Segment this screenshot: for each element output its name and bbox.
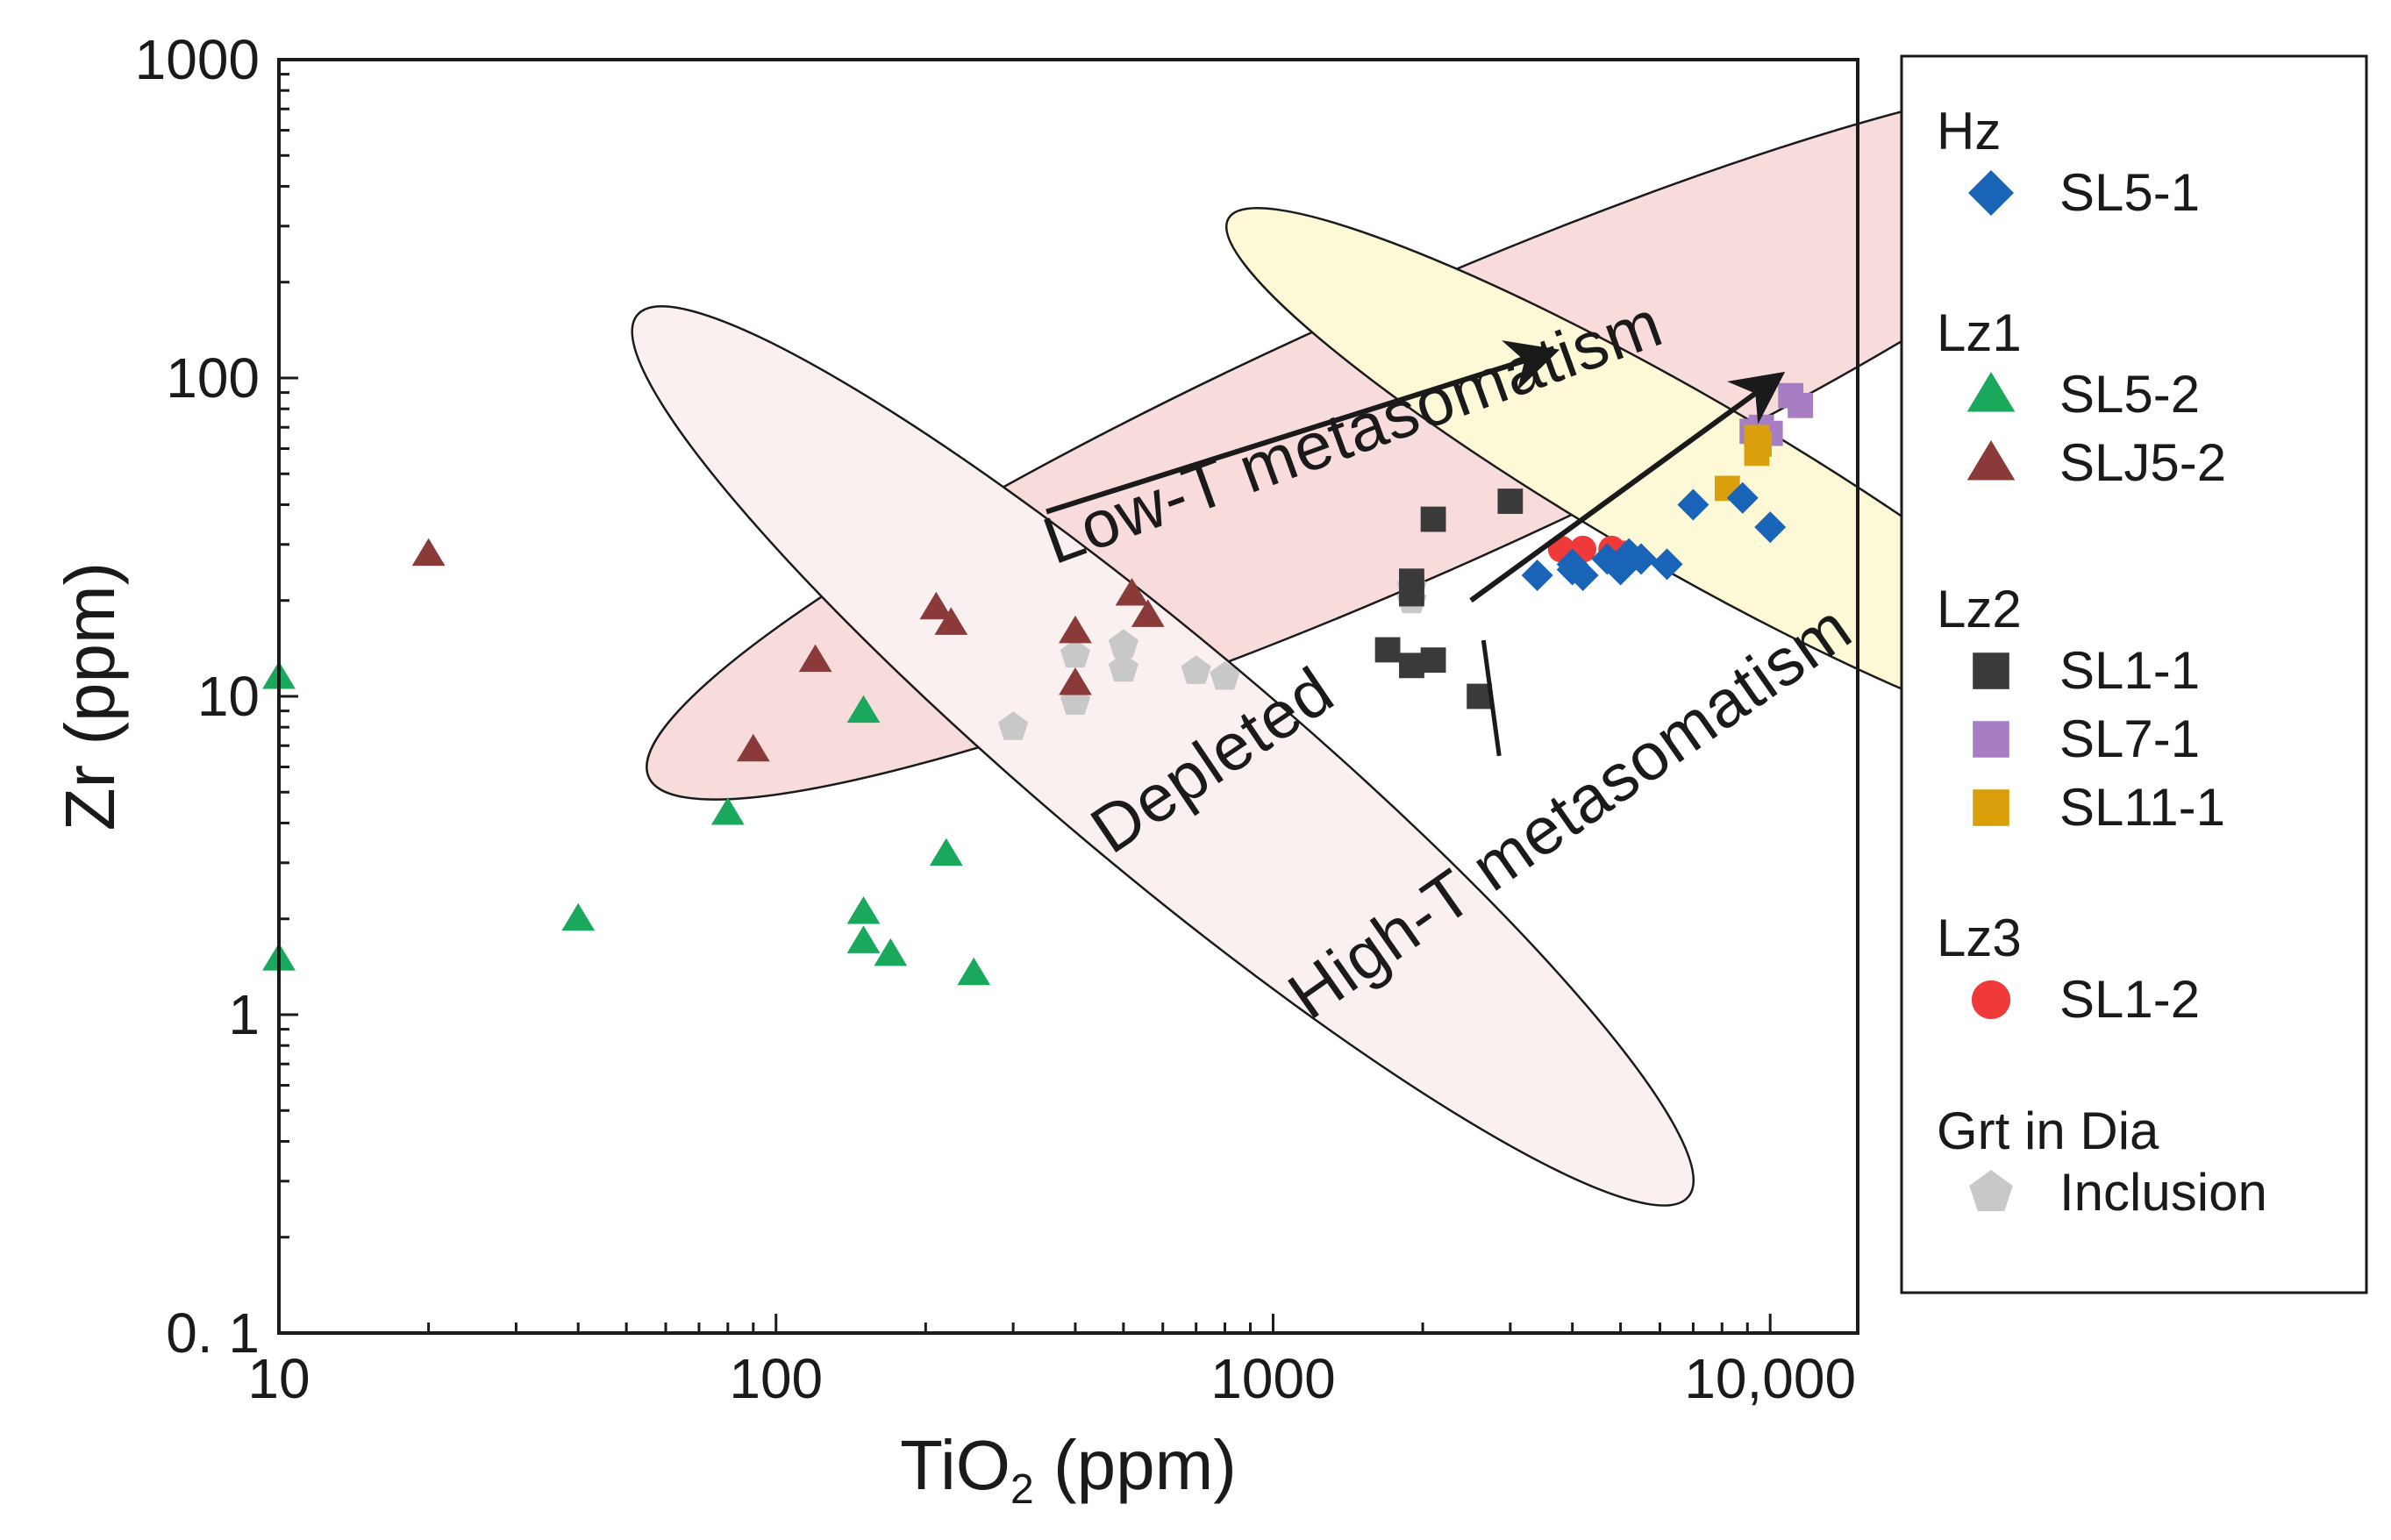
data-point: [957, 957, 991, 986]
x-axis-label: TiO2 (ppm): [900, 1426, 1237, 1513]
legend-entry-label: SL11-1: [2059, 778, 2225, 837]
y-tick-label: 100: [166, 346, 260, 410]
legend-entry-label: SLJ5-2: [2059, 433, 2226, 492]
data-point: [1060, 638, 1091, 668]
data-point: [1059, 667, 1092, 695]
legend-entry-label: SL5-2: [2059, 365, 2200, 424]
data-point: [1108, 652, 1138, 682]
data-point: [846, 695, 881, 724]
legend-entry-label: SL5-1: [2059, 163, 2200, 222]
y-tick-label: 1000: [135, 28, 260, 91]
data-point: [1788, 392, 1814, 418]
legend-entry-label: SL1-2: [2059, 970, 2200, 1029]
x-axis-label-subscript: 2: [1010, 1466, 1034, 1513]
data-point: [846, 896, 881, 924]
legend-marker: [1969, 1170, 2013, 1212]
legend-marker: [1973, 721, 2009, 758]
data-point: [1131, 599, 1165, 627]
x-axis-label-unit: (ppm): [1034, 1426, 1237, 1504]
data-point: [1613, 538, 1645, 570]
y-axis-label: Zr (ppm): [51, 562, 129, 831]
data-point: [1059, 615, 1092, 644]
x-tick-label: 10: [247, 1347, 310, 1410]
data-point: [1374, 637, 1401, 663]
x-tick-label: 1000: [1210, 1347, 1335, 1410]
data-point: [934, 607, 968, 635]
x-tick-label: 10,000: [1684, 1347, 1856, 1410]
data-point: [1556, 553, 1588, 586]
data-point: [846, 925, 881, 953]
data-point: [998, 711, 1029, 740]
data-point: [1754, 511, 1787, 544]
low-t-trend-arrow: [1046, 340, 1560, 515]
data-point: [1726, 481, 1759, 514]
data-point: [874, 938, 908, 966]
legend-entry-label: SL7-1: [2059, 709, 2200, 768]
data-point: [561, 902, 596, 931]
x-axis-label-main: TiO: [900, 1426, 1010, 1504]
data-point: [1181, 655, 1211, 684]
legend-group-label: Lz3: [1937, 909, 2022, 967]
y-tick-label: 1: [228, 983, 260, 1046]
data-point: [1746, 431, 1772, 457]
data-point: [736, 733, 770, 762]
legend-marker: [1973, 652, 2009, 689]
depleted-field: [631, 305, 1695, 1207]
data-point: [1497, 488, 1524, 514]
data-point: [1651, 548, 1683, 581]
legend-group-label: Lz2: [1937, 580, 2022, 638]
legend-group-label: Grt in Dia: [1937, 1102, 2159, 1160]
legend-marker: [1973, 789, 2009, 826]
x-tick-label: 100: [729, 1347, 823, 1410]
legend-marker: [1971, 980, 2011, 1020]
data-point: [929, 838, 963, 866]
series-sl5-1: [1521, 481, 1787, 591]
high-t-label-leader: [1481, 639, 1502, 757]
legend-entry-label: SL1-1: [2059, 641, 2200, 700]
data-point: [1420, 647, 1446, 674]
legend-group-label: Lz1: [1937, 303, 2022, 362]
data-point: [1115, 578, 1149, 606]
data-point: [1677, 488, 1709, 521]
y-tick-label: 0. 1: [166, 1301, 260, 1365]
y-tick-label: 10: [197, 665, 260, 728]
data-point: [1399, 652, 1424, 679]
data-point: [1521, 559, 1553, 591]
legend-marker: [1966, 372, 2016, 412]
high-t-trend-arrow: [1469, 371, 1786, 603]
data-point: [710, 797, 745, 825]
legend-entry-label: Inclusion: [2059, 1163, 2267, 1222]
data-point: [1210, 660, 1240, 690]
series-slj5-2: [411, 538, 1165, 762]
legend-marker: [1968, 170, 2014, 216]
data-point: [1399, 568, 1424, 595]
data-point: [798, 644, 832, 673]
data-point: [1108, 629, 1138, 658]
legend-group-label: Hz: [1937, 102, 2001, 160]
data-point: [919, 591, 953, 620]
data-point: [411, 538, 446, 567]
data-point: [1420, 506, 1446, 532]
legend-marker: [1966, 440, 2016, 481]
